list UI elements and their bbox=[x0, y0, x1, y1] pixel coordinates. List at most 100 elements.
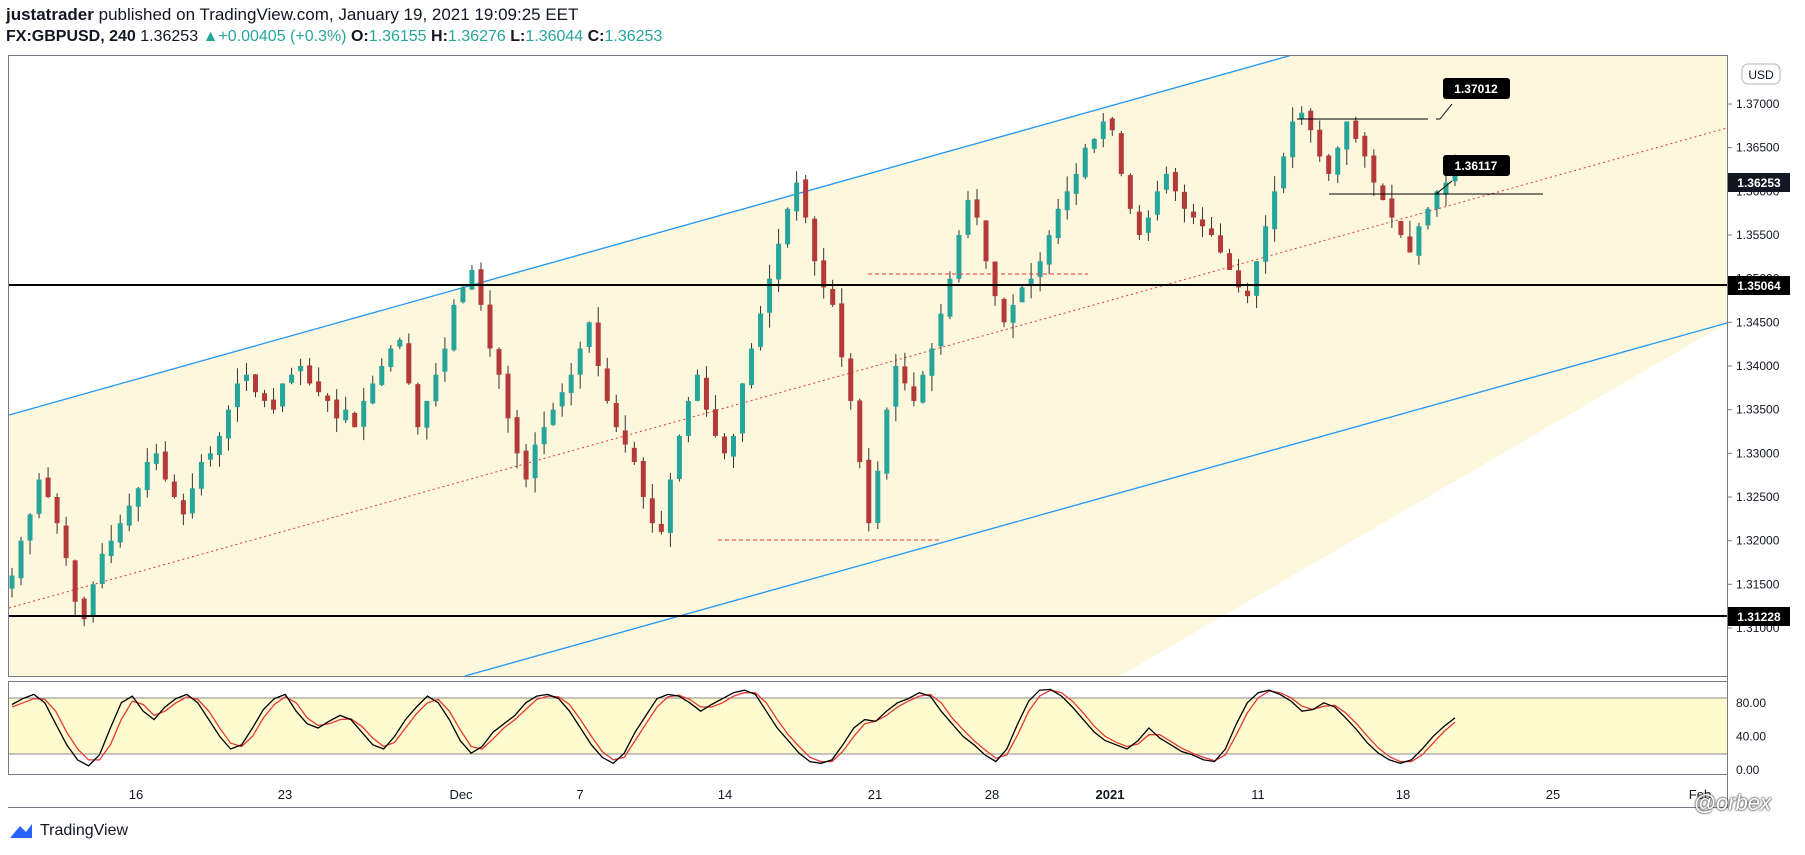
candle bbox=[794, 171, 800, 221]
symbol-label[interactable]: FX:GBPUSD, 240 bbox=[6, 28, 136, 45]
channel-upper-line[interactable] bbox=[9, 55, 1292, 416]
candle bbox=[1109, 116, 1115, 136]
candle bbox=[595, 307, 601, 377]
candle bbox=[1091, 138, 1097, 153]
candle bbox=[1344, 121, 1350, 165]
candle bbox=[703, 366, 709, 417]
candle bbox=[694, 369, 700, 402]
candle bbox=[117, 514, 123, 548]
open-value: 1.36155 bbox=[368, 28, 427, 45]
candle bbox=[81, 596, 87, 627]
stoch-k-line[interactable] bbox=[11, 688, 1456, 767]
candle bbox=[334, 389, 340, 433]
time-tick-label: 21 bbox=[868, 787, 882, 802]
svg-text:1.35064: 1.35064 bbox=[1737, 279, 1781, 293]
high-value: 1.36276 bbox=[447, 28, 506, 45]
candle bbox=[803, 175, 809, 224]
candle bbox=[180, 493, 186, 526]
price-tick-label: 1.36500 bbox=[1736, 141, 1780, 155]
close-value: 1.36253 bbox=[604, 28, 663, 45]
candle bbox=[604, 357, 610, 404]
candle bbox=[9, 567, 15, 598]
time-tick-label: 28 bbox=[985, 787, 999, 802]
candle bbox=[1118, 130, 1124, 177]
candle bbox=[920, 370, 926, 404]
time-tick-label: 25 bbox=[1546, 787, 1560, 802]
high-label: H: bbox=[431, 28, 448, 45]
candle bbox=[442, 337, 448, 382]
candle bbox=[577, 341, 583, 389]
callout-37012[interactable]: 1.37012 bbox=[1443, 78, 1510, 99]
callout-36117[interactable]: 1.36117 bbox=[1443, 155, 1510, 176]
candle bbox=[45, 467, 51, 499]
candle bbox=[1190, 203, 1196, 225]
price-label-upper-level: 1.35064 bbox=[1728, 276, 1790, 295]
price-label-last: 1.36253 bbox=[1728, 173, 1790, 192]
candle bbox=[99, 543, 105, 589]
footer-brand[interactable]: TradingView bbox=[8, 822, 128, 840]
candle bbox=[72, 559, 78, 617]
candle bbox=[767, 264, 773, 328]
candle bbox=[1308, 108, 1314, 143]
candle bbox=[541, 411, 547, 455]
candle bbox=[216, 432, 222, 467]
candle bbox=[451, 299, 457, 352]
candle bbox=[280, 383, 286, 413]
candle bbox=[514, 409, 520, 469]
channel-midline[interactable] bbox=[9, 127, 1727, 609]
candle bbox=[243, 362, 249, 392]
candle bbox=[433, 363, 439, 407]
change-up-icon: ▲ bbox=[202, 28, 219, 45]
candle bbox=[1046, 230, 1052, 275]
candle bbox=[379, 358, 385, 387]
currency-badge[interactable]: USD bbox=[1741, 63, 1781, 85]
time-axis[interactable]: 16 23 Dec 7 14 21 28 2021 11 18 25 Feb bbox=[129, 787, 1711, 802]
candle bbox=[496, 347, 502, 389]
candle bbox=[1326, 154, 1332, 181]
candle bbox=[1218, 223, 1224, 254]
candle bbox=[352, 411, 358, 428]
time-tick-label: Dec bbox=[449, 787, 473, 802]
candle bbox=[1425, 206, 1431, 230]
candle bbox=[415, 382, 421, 435]
author-name[interactable]: justatrader bbox=[6, 5, 94, 24]
candle bbox=[965, 191, 971, 239]
price-tick-label: 1.32500 bbox=[1736, 490, 1780, 504]
stoch-tick-label: 0.00 bbox=[1736, 763, 1760, 777]
last-price: 1.36253 bbox=[140, 28, 199, 45]
candle bbox=[749, 343, 755, 389]
candle bbox=[27, 513, 33, 555]
candle bbox=[1064, 176, 1070, 220]
candle bbox=[721, 433, 727, 460]
candle bbox=[1389, 184, 1395, 228]
brand-name: TradingView bbox=[40, 822, 129, 839]
candle bbox=[1272, 176, 1278, 242]
candle bbox=[1010, 294, 1016, 338]
candle bbox=[911, 372, 917, 407]
candle bbox=[54, 493, 60, 534]
price-tick-label: 1.34000 bbox=[1736, 359, 1780, 373]
candle bbox=[307, 358, 313, 386]
candle bbox=[1362, 132, 1368, 168]
candle bbox=[613, 394, 619, 433]
candle bbox=[1136, 205, 1142, 240]
channel-lower-line[interactable] bbox=[464, 322, 1727, 676]
time-tick-label: 18 bbox=[1396, 787, 1410, 802]
corner-watermark: @orbex bbox=[1693, 790, 1771, 815]
candle bbox=[63, 516, 69, 566]
candle bbox=[370, 375, 376, 405]
close-label: C: bbox=[587, 28, 605, 45]
candle bbox=[1028, 263, 1034, 299]
candle bbox=[325, 393, 331, 413]
candle bbox=[144, 448, 150, 498]
price-tick-label: 1.34500 bbox=[1736, 315, 1780, 329]
candle bbox=[902, 352, 908, 391]
candle bbox=[568, 362, 574, 406]
candle bbox=[1263, 215, 1269, 274]
chart-header: justatrader published on TradingView.com… bbox=[6, 4, 662, 48]
candle bbox=[388, 344, 394, 372]
currency-label: USD bbox=[1748, 68, 1774, 82]
price-change: +0.00405 (+0.3%) bbox=[218, 28, 347, 45]
low-value: 1.36044 bbox=[525, 28, 584, 45]
